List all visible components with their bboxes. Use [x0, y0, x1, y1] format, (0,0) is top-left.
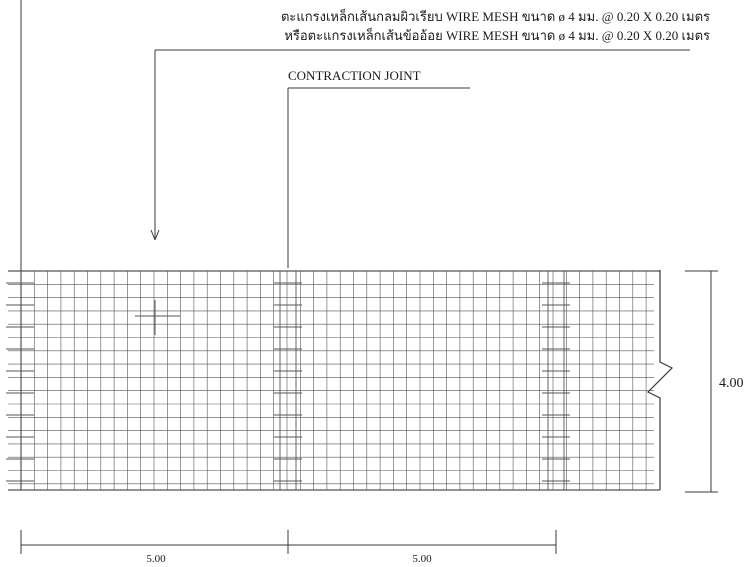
- joint-markers: [6, 271, 570, 490]
- mesh-note-line-1: ตะแกรงเหล็กเส้นกลมผิวเรียบ WIRE MESH ขนา…: [281, 7, 710, 24]
- width-dimension-left-value: 5.00: [146, 553, 166, 565]
- break-symbol: [646, 270, 674, 490]
- wire-mesh-grid: [8, 269, 660, 491]
- contraction-joint-label: CONTRACTION JOINT: [288, 68, 421, 83]
- width-dimension-right-value: 5.00: [412, 553, 432, 565]
- mesh-leader-arrow-right: [154, 229, 160, 241]
- mesh-leader-arrow-left: [150, 229, 156, 241]
- height-dimension-value: 4.00: [719, 376, 744, 391]
- mesh-note-line-2: หรือตะแกรงเหล็กเส้นข้ออ้อย WIRE MESH ขนา…: [284, 26, 710, 43]
